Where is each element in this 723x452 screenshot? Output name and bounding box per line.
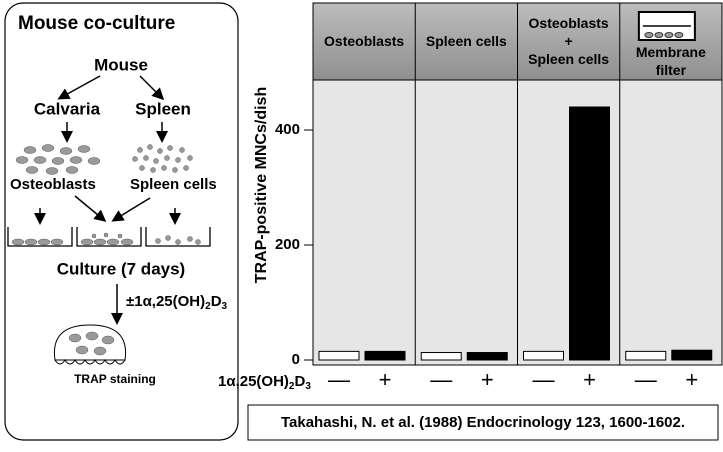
bar: [671, 349, 713, 361]
y-tick-label: 0: [292, 351, 300, 368]
right-cells: Spleen cells: [130, 176, 217, 193]
filter-icon: [644, 32, 654, 38]
series-label: —: [328, 367, 350, 392]
bar: [523, 350, 564, 361]
dish-cells: [11, 232, 201, 246]
bar: [569, 106, 610, 361]
category-line: Spleen cells: [426, 33, 507, 49]
treatment: ±1α,25(OH)2D3: [126, 293, 228, 312]
category-label: Membrane filter: [636, 44, 706, 78]
treatment-label-part: 2: [289, 381, 295, 392]
left-branch: Calvaria: [34, 99, 101, 118]
treatment-label-part: D: [294, 373, 305, 390]
bar: [364, 350, 406, 361]
y-tick-label: 200: [275, 236, 300, 253]
filter-icon: [674, 32, 684, 38]
dishes: [7, 227, 211, 247]
diagram: Mouse co-culture Mouse Calvaria Spleen O…: [4, 2, 239, 441]
citation-box: [247, 404, 719, 441]
bar: [318, 350, 360, 361]
series-label: +: [583, 367, 596, 392]
arrows: [34, 75, 181, 325]
treatment-label-part: 3: [305, 381, 311, 392]
chart: TRAP-positive MNCs/dish 0 200 400 1α,25(OH)2…: [218, 2, 723, 392]
osteoblasts-icon: [15, 144, 101, 175]
category-line: Spleen cells: [528, 51, 609, 67]
series-label: —: [635, 367, 657, 392]
treatment-part: 2: [205, 301, 211, 312]
bar: [466, 352, 508, 361]
spleen-icon: [132, 144, 193, 173]
y-tick-label: 400: [275, 121, 300, 138]
treatment-label-part: 1α,25(OH): [218, 373, 289, 390]
y-axis-label: TRAP-positive MNCs/dish: [253, 87, 270, 283]
category-line: +: [565, 33, 573, 49]
series-label: +: [685, 367, 698, 392]
category-line: Osteoblasts: [529, 15, 609, 31]
bar: [625, 350, 667, 361]
source: Mouse: [94, 55, 148, 74]
citation: Takahashi, N. et al. (1988) Endocrinolog…: [281, 414, 685, 431]
treatment-part: ±1α,25(OH): [126, 293, 205, 310]
left-cells: Osteoblasts: [10, 176, 96, 193]
category-label: Spleen cells: [426, 33, 507, 49]
series-label: —: [430, 367, 452, 392]
filter-icon: [654, 32, 664, 38]
category-label: Osteoblasts: [324, 33, 404, 49]
series-label: +: [481, 367, 494, 392]
category-label: Osteoblasts + Spleen cells: [528, 15, 609, 67]
osteoclast-icon: [53, 324, 127, 365]
filter-icon: [664, 32, 674, 38]
series-label: +: [379, 367, 392, 392]
treatment-part: D: [211, 293, 222, 310]
bar: [420, 352, 462, 361]
diagram-title: Mouse co-culture: [18, 13, 175, 34]
category-line: filter: [656, 62, 687, 78]
treatment-label: 1α,25(OH)2D3: [218, 373, 311, 392]
series-label: —: [533, 367, 555, 392]
category-line: Osteoblasts: [324, 33, 404, 49]
category-line: Membrane: [636, 44, 706, 60]
right-branch: Spleen: [135, 99, 191, 118]
step: Culture (7 days): [57, 259, 185, 278]
result: TRAP staining: [74, 372, 156, 386]
treatment-part: 3: [222, 301, 228, 312]
